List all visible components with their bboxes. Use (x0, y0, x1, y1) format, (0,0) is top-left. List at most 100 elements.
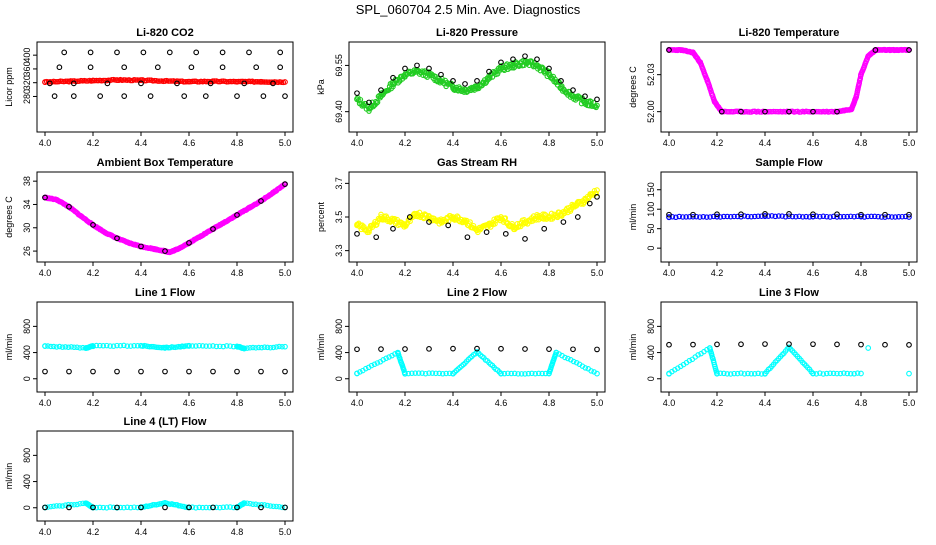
data-point (244, 500, 250, 506)
data-point (486, 74, 492, 81)
data-point (138, 77, 144, 84)
data-point (541, 225, 548, 232)
chart-panel-7: Line 1 Flow 4.0 4.2 4.4 4.6 4.8 5.0 0 400 800 ml/m… (4, 287, 294, 408)
data-point (103, 342, 110, 349)
x-tick-label: 4.6 (495, 138, 508, 148)
data-point (258, 502, 265, 508)
data-point (714, 211, 720, 218)
data-point (450, 370, 456, 377)
data-point (450, 84, 456, 90)
data-point (853, 94, 860, 100)
data-point (71, 501, 77, 508)
data-point (66, 78, 72, 85)
data-point (68, 344, 74, 350)
data-point (56, 64, 63, 71)
y-tick-label: 320 (22, 75, 32, 90)
data-point (443, 370, 449, 377)
data-point (882, 214, 888, 220)
panel-title: Sample Flow (755, 157, 823, 169)
y-axis-label: degrees C (628, 66, 638, 108)
data-point (138, 368, 144, 375)
x-tick-label: 4.6 (495, 268, 508, 278)
data-point (66, 368, 72, 375)
data-point (154, 64, 161, 71)
data-point (498, 59, 504, 66)
data-point (834, 341, 840, 348)
data-point (65, 501, 72, 508)
data-point (858, 213, 864, 220)
data-point (100, 77, 107, 84)
data-point (502, 230, 509, 237)
data-point (181, 93, 188, 99)
data-point (276, 343, 282, 350)
data-point (436, 370, 443, 377)
data-point (782, 214, 789, 220)
data-point (247, 500, 253, 507)
data-point (810, 341, 816, 348)
data-point (594, 346, 600, 353)
data-point (223, 343, 230, 349)
data-point (48, 343, 54, 350)
data-point (265, 79, 271, 85)
data-point (56, 503, 63, 509)
data-point (261, 79, 268, 85)
data-point (772, 108, 779, 115)
x-tick-label: 5.0 (279, 268, 292, 278)
plot-frame (36, 430, 294, 522)
data-point (844, 213, 851, 220)
chart-panel-1: Li-820 CO2 4.0 4.2 4.4 4.6 4.8 5.0 280320360400… (4, 27, 294, 148)
data-point (570, 204, 576, 210)
data-point (241, 500, 248, 507)
data-point (213, 343, 220, 350)
panel-title: Line 2 Flow (447, 287, 507, 299)
data-point (266, 79, 273, 85)
x-tick-label: 4.2 (399, 398, 412, 408)
data-point (162, 248, 168, 254)
data-point (467, 219, 473, 225)
data-point (253, 345, 259, 351)
data-point (147, 93, 154, 99)
data-point (220, 504, 227, 511)
data-point (594, 193, 600, 200)
y-tick-label: 280 (22, 89, 32, 104)
data-point (121, 64, 128, 71)
data-point (553, 349, 560, 356)
y-tick-label: 360 (22, 61, 32, 76)
data-point (354, 230, 360, 237)
x-tick-label: 5.0 (903, 138, 916, 148)
series-1 (42, 76, 288, 86)
data-point (588, 368, 594, 374)
data-point (558, 77, 564, 84)
data-point (234, 212, 240, 218)
data-point (823, 370, 830, 377)
data-point (70, 93, 77, 99)
data-point (865, 53, 872, 60)
data-point (813, 371, 820, 377)
data-point (820, 213, 827, 220)
data-point (70, 80, 77, 87)
data-point (104, 80, 111, 87)
data-point (186, 78, 192, 85)
data-point (709, 352, 715, 358)
x-tick-label: 4.0 (351, 268, 364, 278)
data-point (799, 214, 806, 220)
data-point (848, 106, 855, 113)
y-tick-label: 0 (22, 376, 32, 381)
data-point (100, 343, 107, 349)
data-point (582, 99, 588, 106)
y-axis-label: percent (316, 201, 326, 232)
data-point (703, 214, 710, 220)
data-point (690, 214, 696, 220)
x-tick-label: 4.6 (183, 527, 196, 537)
panel-title: Gas Stream RH (437, 157, 517, 169)
data-point (882, 211, 888, 218)
data-point (378, 346, 384, 353)
series-1 (354, 57, 600, 114)
data-point (762, 108, 768, 115)
y-tick-label: 0 (646, 246, 656, 251)
data-point (42, 368, 48, 375)
x-tick-label: 4.4 (135, 527, 148, 537)
data-point (414, 62, 420, 69)
y-tick-label: 150 (646, 182, 656, 197)
data-point (258, 344, 265, 351)
